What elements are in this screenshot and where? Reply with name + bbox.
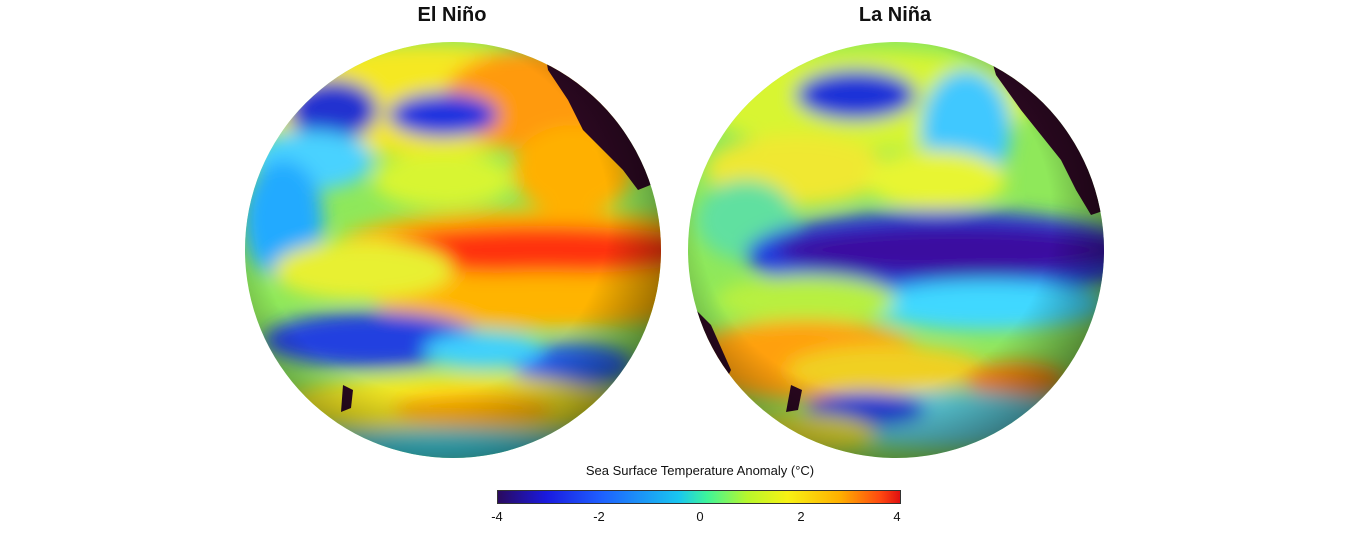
color-scale-bar	[497, 490, 901, 504]
la-nina-globe-map	[688, 42, 1104, 458]
tick-label: -2	[593, 509, 605, 524]
tick-label: 0	[696, 509, 704, 524]
tick-label: 2	[797, 509, 805, 524]
tick-label: 4	[893, 509, 901, 524]
tick-label: -4	[491, 509, 503, 524]
el-nino-title: El Niño	[417, 4, 487, 26]
legend-title: Sea Surface Temperature Anomaly (°C)	[585, 463, 815, 478]
la-nina-title: La Niña	[858, 4, 932, 26]
el-nino-globe-map	[245, 42, 661, 458]
